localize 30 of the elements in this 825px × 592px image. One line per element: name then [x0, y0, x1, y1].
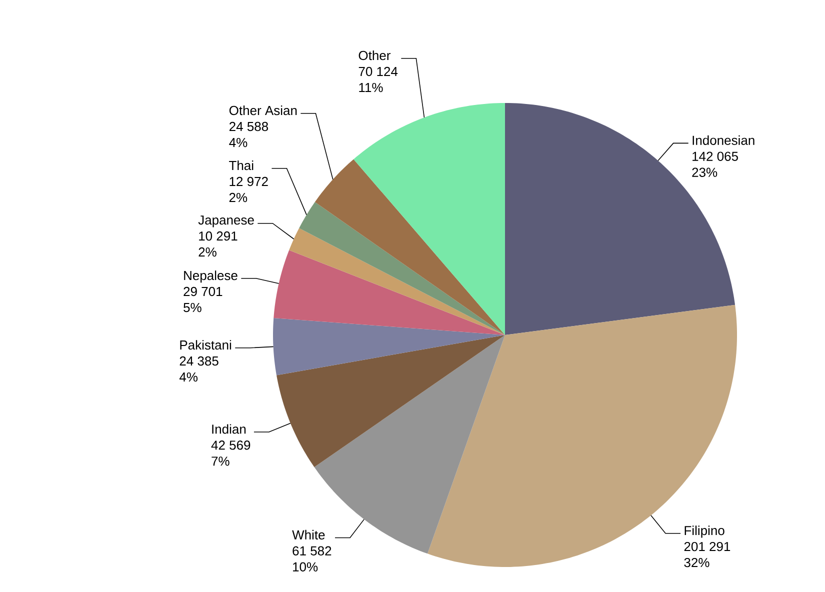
data-label: 61 582	[292, 546, 332, 556]
data-label: 142 065	[692, 152, 738, 161]
data-label: 42 569	[211, 440, 250, 450]
text: 32%	[684, 558, 710, 568]
text: 7%	[212, 456, 230, 466]
text: 2%	[198, 247, 216, 257]
slice-label: Japanese	[198, 216, 254, 228]
text: 4%	[179, 372, 198, 382]
text: 5%	[184, 302, 202, 312]
data-label: 29 701	[184, 286, 222, 296]
text: 4%	[229, 138, 248, 148]
slice-label: Other	[358, 50, 390, 60]
text: 2%	[229, 192, 248, 202]
data-label: 10 291	[199, 231, 238, 241]
text: 11%	[359, 82, 383, 92]
slice-label: White	[292, 530, 325, 540]
slice-label: Filipino	[684, 526, 724, 538]
slice-label: Nepalese	[184, 270, 238, 283]
data-label: 24 588	[230, 122, 268, 132]
slice-label: Indian	[212, 424, 246, 434]
slice-label: Indonesian	[692, 135, 754, 145]
data-label: 24 385	[180, 356, 218, 366]
slice-label: Thai	[229, 160, 254, 170]
data-label: 12 972	[230, 176, 268, 186]
data-label: 201 291	[684, 542, 730, 552]
data-label: 70 124	[358, 66, 398, 76]
slice-label: Other Asian	[229, 106, 297, 116]
text: 10%	[293, 562, 318, 572]
slice-label: Pakistani	[180, 340, 232, 350]
text: 23%	[692, 168, 718, 177]
